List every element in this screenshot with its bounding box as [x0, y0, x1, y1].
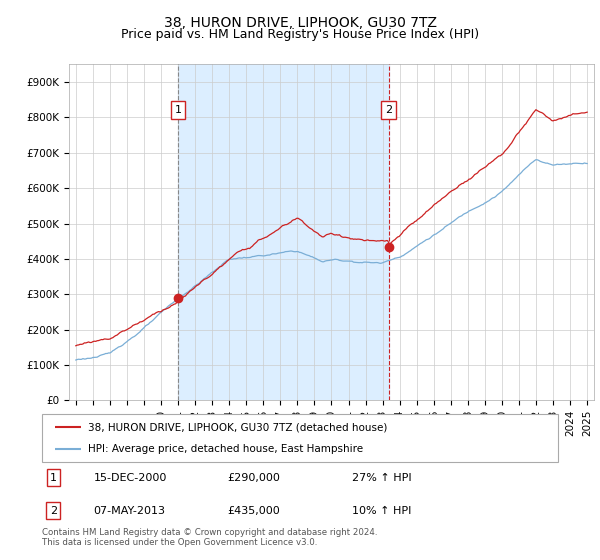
Text: 15-DEC-2000: 15-DEC-2000	[94, 473, 167, 483]
Text: 2: 2	[50, 506, 57, 516]
Text: £290,000: £290,000	[228, 473, 281, 483]
Text: Price paid vs. HM Land Registry's House Price Index (HPI): Price paid vs. HM Land Registry's House …	[121, 28, 479, 41]
Text: 10% ↑ HPI: 10% ↑ HPI	[352, 506, 411, 516]
Text: 2: 2	[385, 105, 392, 115]
Text: 1: 1	[50, 473, 57, 483]
Text: £435,000: £435,000	[228, 506, 281, 516]
Text: 27% ↑ HPI: 27% ↑ HPI	[352, 473, 411, 483]
Text: 07-MAY-2013: 07-MAY-2013	[94, 506, 166, 516]
Text: 1: 1	[175, 105, 182, 115]
Bar	[178, 64, 389, 400]
Text: Contains HM Land Registry data © Crown copyright and database right 2024.
This d: Contains HM Land Registry data © Crown c…	[42, 528, 377, 547]
Text: 38, HURON DRIVE, LIPHOOK, GU30 7TZ: 38, HURON DRIVE, LIPHOOK, GU30 7TZ	[163, 16, 437, 30]
FancyBboxPatch shape	[42, 414, 558, 462]
Text: HPI: Average price, detached house, East Hampshire: HPI: Average price, detached house, East…	[88, 444, 364, 454]
Text: 38, HURON DRIVE, LIPHOOK, GU30 7TZ (detached house): 38, HURON DRIVE, LIPHOOK, GU30 7TZ (deta…	[88, 422, 388, 432]
